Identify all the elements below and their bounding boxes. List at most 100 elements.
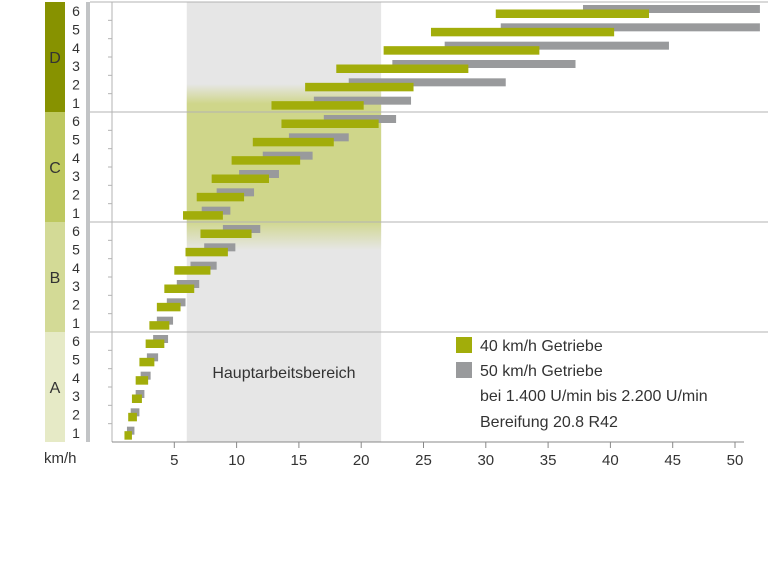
x-tick-label-45: 45 [664,452,681,469]
x-tick-label-10: 10 [228,452,245,469]
bar-50-B4 [190,261,217,270]
bar-50-A5 [146,353,159,362]
legend-label-50: 50 km/h Getriebe [480,363,603,380]
gear-label-B1: 1 [72,315,80,331]
bar-50-A6 [153,335,169,343]
gear-label-C3: 3 [72,168,80,184]
group-label-D: D [49,50,61,67]
bar-50-B2 [166,298,186,307]
bar-50-C2 [216,188,255,197]
bar-40-B2 [156,302,181,312]
gear-label-A4: 4 [72,370,80,386]
group-label-A: A [50,380,61,397]
labels-layer: km/h Hauptarbeitsbereich D123456C123456B… [44,3,743,469]
gear-label-C6: 6 [72,113,80,129]
bar-40-D1 [271,101,364,110]
bar-40-B4 [174,266,211,275]
bar-40-C3 [211,174,269,183]
group-label-C: C [49,160,61,177]
bar-40-A3 [131,394,142,403]
bar-40-D3 [336,64,469,73]
bar-40-C5 [252,137,334,147]
bar-50-A1 [126,426,135,435]
bar-40-B6 [200,229,252,238]
x-tick-label-40: 40 [602,452,619,469]
gear-label-A3: 3 [72,388,80,404]
legend: 40 km/h Getriebe 50 km/h Getriebe bei 1.… [456,337,708,431]
bar-50-D1 [313,96,412,105]
bar-40-D5 [430,27,615,37]
bar-50-C1 [201,206,231,215]
bar-40-B5 [185,247,228,257]
gear-strip-C [86,112,90,222]
gear-label-C1: 1 [72,205,80,221]
bar-40-C4 [231,156,301,165]
gear-label-D4: 4 [72,40,80,56]
gear-label-D2: 2 [72,77,80,93]
gear-label-D3: 3 [72,58,80,74]
gear-label-D5: 5 [72,22,80,38]
group-column-A [45,332,65,442]
group-label-B: B [50,270,61,287]
x-tick-label-35: 35 [540,452,557,469]
bar-50-D4 [444,41,669,50]
gear-strip-A [86,332,90,442]
gear-label-B4: 4 [72,260,80,276]
bar-50-D6 [582,5,760,13]
bar-40-D4 [383,46,540,55]
group-column-C [45,112,65,222]
bar-50-C5 [288,133,349,142]
gear-label-C5: 5 [72,132,80,148]
bar-50-A2 [130,408,140,417]
bar-40-A2 [128,412,137,422]
bar-50-C6 [323,115,397,123]
highlight-label: Hauptarbeitsbereich [212,365,355,382]
legend-note-rpm: bei 1.400 U/min bis 2.200 U/min [480,388,708,405]
gear-strip-B [86,222,90,332]
x-tick-label-20: 20 [353,452,370,469]
gear-label-C4: 4 [72,150,80,166]
legend-swatch-50 [456,362,472,378]
gear-label-B2: 2 [72,297,80,313]
legend-swatch-40 [456,337,472,353]
bar-40-A4 [135,376,149,385]
gear-label-D1: 1 [72,95,80,111]
bar-40-C2 [196,192,245,202]
gear-label-A6: 6 [72,333,80,349]
bar-50-C3 [239,170,279,178]
bar-50-B1 [156,316,174,325]
bar-50-A3 [135,390,145,398]
bars-layer [124,5,760,440]
legend-note-tyres: Bereifung 20.8 R42 [480,414,618,431]
bar-50-D3 [392,60,576,68]
gear-label-B6: 6 [72,223,80,239]
x-axis-label: km/h [44,450,77,467]
bar-50-A4 [140,371,151,380]
bar-40-D2 [305,82,414,92]
bar-40-C6 [281,119,379,128]
gear-label-C2: 2 [72,187,80,203]
bar-50-C4 [262,151,313,160]
bar-40-C1 [183,211,223,220]
x-tick-label-5: 5 [170,452,178,469]
x-tick-label-15: 15 [291,452,308,469]
background-layer [45,1,768,448]
bar-50-B3 [176,280,200,288]
x-tick-label-50: 50 [727,452,744,469]
group-column-D [45,2,65,112]
gear-label-A2: 2 [72,407,80,423]
bar-40-A1 [124,431,132,440]
bar-50-B5 [204,243,236,252]
gear-label-A5: 5 [72,352,80,368]
bar-40-B1 [149,321,170,330]
bar-40-A6 [145,339,165,348]
bar-40-D6 [495,9,650,18]
x-tick-label-30: 30 [477,452,494,469]
gear-label-B5: 5 [72,242,80,258]
bar-50-B6 [222,225,261,233]
legend-label-40: 40 km/h Getriebe [480,338,603,355]
bar-40-B3 [164,284,195,293]
bar-40-A5 [139,357,155,367]
gear-label-B3: 3 [72,278,80,294]
